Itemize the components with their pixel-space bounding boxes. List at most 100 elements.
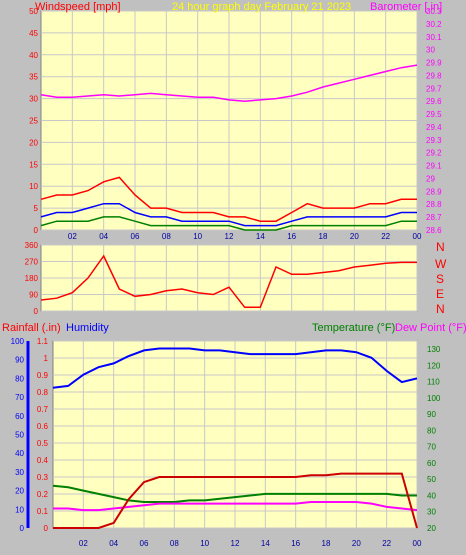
wind-baro-grid: [41, 10, 418, 231]
x-tick-label: 18: [319, 232, 328, 241]
direction-tick-label: 0: [34, 307, 39, 316]
wind-tick-label: 30: [29, 95, 38, 104]
baro-tick-label: 29.1: [426, 162, 442, 171]
direction-tick-label: 90: [29, 291, 38, 300]
x-tick-label: 04: [99, 232, 108, 241]
x-tick-label: 10: [193, 232, 202, 241]
humidity-tick-label: 60: [15, 412, 24, 421]
rainfall-line: [53, 472, 418, 529]
baro-tick-label: 30.1: [426, 33, 442, 42]
humidity-tick-label: 80: [15, 374, 24, 383]
baro-tick-label: 29.2: [426, 149, 442, 158]
rain-tick-label: 0.9: [37, 371, 49, 380]
humidity-tick-label: 30: [15, 468, 24, 477]
x-tick-label: 16: [287, 232, 296, 241]
barometer-line: [40, 64, 418, 102]
baro-tick-label: 28.7: [426, 213, 442, 222]
humidity-tick-label: 0: [20, 524, 25, 533]
x-tick-label: 14: [256, 232, 265, 241]
x-tick-label: 12: [231, 539, 240, 548]
baro-tick-label: 29.4: [426, 123, 442, 132]
temperature-tick-label: 130: [427, 345, 441, 354]
temperature-tick-label: 80: [427, 426, 436, 435]
rain-humidity-temp-axes: 0 0.1 0.2 0.3 0.4 0.5 0.6 0.7 0.8 0.9 1 1.1 0 10 20 30 4…: [11, 337, 441, 548]
baro-tick-label: 29: [426, 174, 435, 183]
wind-baro-axes: 0 5 10 15 20 25 30 35 40 45 50 28.6 28.7 28.8 28.9 29 29…: [29, 7, 442, 241]
x-tick-label: 16: [291, 539, 300, 548]
humidity-axis-label: Humidity: [66, 322, 109, 334]
rain-tick-label: 0.7: [37, 405, 49, 414]
wind-tick-label: 35: [29, 73, 38, 82]
x-tick-label: 18: [322, 539, 331, 548]
x-tick-label: 08: [170, 539, 179, 548]
x-tick-label: 20: [350, 232, 359, 241]
x-tick-label: 00: [413, 539, 422, 548]
rain-tick-label: 0.4: [37, 456, 49, 465]
wind-series-line: [40, 176, 417, 222]
rain-tick-label: 0.5: [37, 439, 49, 448]
baro-tick-label: 29.6: [426, 97, 442, 106]
humidity-tick-label: 20: [15, 487, 24, 496]
compass-e: E: [436, 287, 444, 301]
temperature-axis-label: Temperature (°F): [312, 322, 395, 334]
baro-tick-label: 29.3: [426, 136, 442, 145]
humidity-tick-label: 90: [15, 356, 24, 365]
wind-tick-label: 20: [29, 138, 38, 147]
wind-tick-label: 25: [29, 117, 38, 126]
baro-tick-label: 30.2: [426, 20, 442, 29]
temperature-tick-label: 120: [427, 361, 441, 370]
x-tick-label: 06: [131, 232, 140, 241]
direction-tick-label: 270: [25, 258, 39, 267]
windspeed-axis-label: Windspeed [mph]: [35, 1, 121, 13]
x-tick-label: 22: [382, 539, 391, 548]
direction-tick-label: 360: [25, 241, 39, 250]
temperature-tick-label: 40: [427, 491, 436, 500]
rain-tick-label: 0.2: [37, 490, 49, 499]
temperature-tick-label: 90: [427, 410, 436, 419]
dewpoint-axis-label: Dew Point (°F): [395, 322, 466, 334]
baro-tick-label: 29.7: [426, 84, 442, 93]
compass-s: S: [436, 272, 444, 286]
wind-direction-line: [40, 254, 417, 309]
compass-n-bottom: N: [436, 302, 445, 316]
wind-tick-label: 50: [29, 7, 38, 16]
baro-tick-label: 30: [426, 46, 435, 55]
rainfall-axis-label: Rainfall (.in): [2, 322, 61, 334]
baro-tick-label: 28.8: [426, 200, 442, 209]
compass-n-top: N: [436, 240, 445, 254]
rain-tick-label: 0: [44, 524, 49, 533]
dew-point-line: [53, 501, 418, 512]
wind-direction-series: [40, 254, 417, 309]
humidity-tick-label: 10: [15, 505, 24, 514]
temperature-tick-label: 20: [427, 524, 436, 533]
baro-tick-label: 29.8: [426, 71, 442, 80]
wind-tick-label: 15: [29, 160, 38, 169]
temperature-line: [52, 484, 417, 503]
wind-baro-series: [40, 64, 418, 231]
rain-tick-label: 0.8: [37, 388, 49, 397]
x-tick-label: 22: [381, 232, 390, 241]
rain-tick-label: 1: [44, 354, 49, 363]
wind-direction-grid: [41, 244, 418, 312]
wind-tick-label: 40: [29, 51, 38, 60]
wind-direction-axes: 0 90 180 270 360: [25, 241, 39, 316]
x-tick-label: 20: [352, 539, 361, 548]
x-tick-label: 10: [200, 539, 209, 548]
x-tick-label: 12: [225, 232, 234, 241]
humidity-tick-label: 100: [11, 337, 25, 346]
rain-tick-label: 1.1: [37, 337, 49, 346]
x-tick-label: 04: [109, 539, 118, 548]
x-tick-label: 02: [68, 232, 77, 241]
wind-series-line: [40, 202, 417, 227]
baro-tick-label: 28.9: [426, 187, 442, 196]
temperature-tick-label: 30: [427, 508, 436, 517]
compass-w: W: [435, 257, 447, 271]
humidity-tick-label: 50: [15, 431, 24, 440]
graph-title: 24 hour graph day February 21 2023: [172, 1, 351, 13]
x-tick-label: 02: [79, 539, 88, 548]
wind-series-line: [40, 216, 417, 231]
x-tick-label: 08: [162, 232, 171, 241]
wind-tick-label: 45: [29, 29, 38, 38]
temperature-tick-label: 60: [427, 459, 436, 468]
